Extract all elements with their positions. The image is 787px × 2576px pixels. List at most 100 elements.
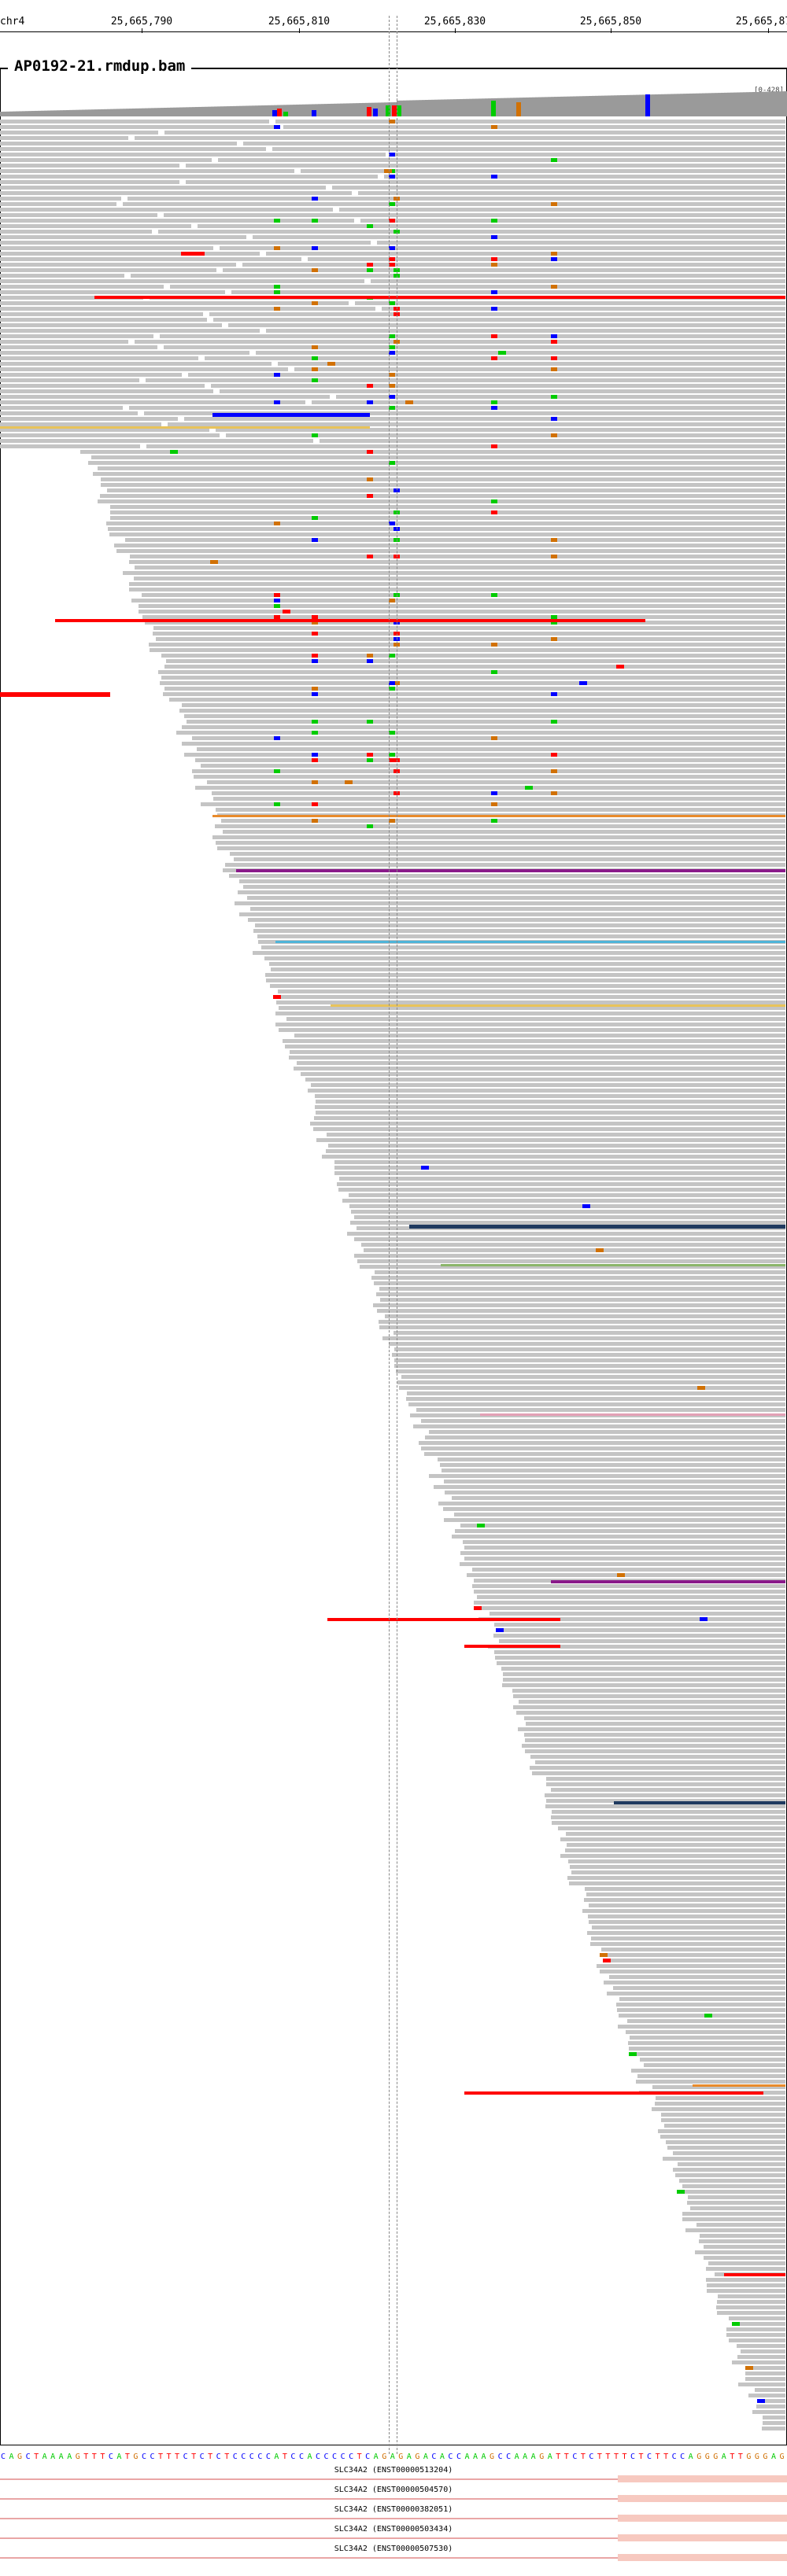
aligned-read[interactable] bbox=[266, 978, 785, 982]
aligned-read[interactable] bbox=[545, 1804, 785, 1808]
aligned-read[interactable] bbox=[0, 131, 158, 135]
aligned-read[interactable] bbox=[0, 378, 139, 382]
aligned-read[interactable] bbox=[419, 1441, 785, 1445]
aligned-read[interactable] bbox=[129, 588, 785, 591]
aligned-read[interactable] bbox=[0, 219, 354, 223]
aligned-read[interactable] bbox=[339, 208, 785, 212]
aligned-read[interactable] bbox=[161, 676, 785, 680]
aligned-read[interactable] bbox=[301, 169, 785, 173]
aligned-read[interactable] bbox=[708, 2261, 785, 2265]
aligned-read[interactable] bbox=[320, 439, 785, 443]
aligned-read[interactable] bbox=[389, 1342, 785, 1346]
aligned-read[interactable] bbox=[0, 186, 326, 190]
aligned-read[interactable] bbox=[421, 1419, 785, 1423]
aligned-read[interactable] bbox=[279, 1006, 785, 1010]
aligned-read[interactable] bbox=[168, 422, 785, 426]
aligned-read[interactable] bbox=[567, 1843, 785, 1847]
aligned-read[interactable] bbox=[0, 175, 378, 179]
aligned-read[interactable] bbox=[0, 169, 294, 173]
aligned-read[interactable] bbox=[315, 1094, 785, 1098]
aligned-read[interactable] bbox=[425, 1435, 785, 1439]
aligned-read[interactable] bbox=[673, 2151, 785, 2155]
aligned-read[interactable] bbox=[285, 1045, 785, 1048]
aligned-read[interactable] bbox=[546, 1799, 785, 1803]
aligned-read[interactable] bbox=[312, 400, 785, 404]
aligned-read[interactable] bbox=[123, 571, 785, 575]
aligned-read[interactable] bbox=[101, 477, 785, 481]
aligned-read[interactable] bbox=[129, 560, 785, 564]
aligned-read[interactable] bbox=[717, 2300, 785, 2304]
aligned-read[interactable] bbox=[652, 2085, 785, 2089]
aligned-read[interactable] bbox=[0, 395, 330, 399]
aligned-read[interactable] bbox=[131, 274, 785, 278]
aligned-read[interactable] bbox=[220, 389, 785, 393]
aligned-read[interactable] bbox=[609, 1975, 785, 1979]
aligned-read[interactable] bbox=[688, 2195, 785, 2199]
aligned-read[interactable] bbox=[763, 2421, 785, 2425]
aligned-read[interactable] bbox=[364, 1248, 785, 1252]
aligned-read[interactable] bbox=[0, 433, 220, 437]
aligned-read[interactable] bbox=[305, 1078, 785, 1082]
aligned-read[interactable] bbox=[195, 786, 785, 790]
aligned-read[interactable] bbox=[135, 136, 785, 140]
aligned-read[interactable] bbox=[452, 1535, 785, 1539]
aligned-read[interactable] bbox=[560, 1854, 785, 1858]
aligned-read[interactable] bbox=[253, 929, 785, 933]
aligned-read[interactable] bbox=[0, 252, 260, 256]
aligned-read[interactable] bbox=[243, 142, 785, 146]
aligned-read[interactable] bbox=[278, 989, 785, 993]
aligned-read[interactable] bbox=[429, 1474, 785, 1478]
aligned-read[interactable] bbox=[239, 879, 785, 883]
transcript-track[interactable]: SLC34A2 (ENST00000503434) bbox=[0, 2525, 787, 2544]
aligned-read[interactable] bbox=[207, 780, 785, 784]
aligned-read[interactable] bbox=[682, 2184, 785, 2188]
aligned-read[interactable] bbox=[717, 2311, 785, 2315]
aligned-read[interactable] bbox=[0, 290, 225, 294]
aligned-read[interactable] bbox=[699, 2239, 785, 2243]
aligned-read[interactable] bbox=[685, 2228, 785, 2232]
aligned-read[interactable] bbox=[763, 2416, 785, 2419]
aligned-read[interactable] bbox=[0, 197, 121, 201]
aligned-read[interactable] bbox=[474, 1601, 785, 1605]
aligned-read[interactable] bbox=[294, 1034, 785, 1037]
aligned-read[interactable] bbox=[0, 180, 179, 184]
aligned-read[interactable] bbox=[326, 1149, 785, 1153]
aligned-read[interactable] bbox=[163, 692, 785, 696]
aligned-read[interactable] bbox=[354, 1237, 785, 1241]
aligned-read[interactable] bbox=[401, 1375, 785, 1379]
aligned-read[interactable] bbox=[153, 632, 785, 636]
aligned-read[interactable] bbox=[334, 1166, 785, 1170]
aligned-read[interactable] bbox=[253, 951, 785, 955]
aligned-read[interactable] bbox=[673, 2168, 785, 2172]
aligned-read[interactable] bbox=[145, 621, 785, 625]
aligned-read[interactable] bbox=[272, 147, 785, 151]
aligned-read[interactable] bbox=[188, 373, 785, 377]
aligned-read[interactable] bbox=[110, 516, 785, 520]
aligned-read[interactable] bbox=[516, 1711, 785, 1715]
aligned-read[interactable] bbox=[161, 654, 785, 658]
aligned-read[interactable] bbox=[170, 285, 785, 289]
aligned-read[interactable] bbox=[396, 1369, 785, 1373]
aligned-read[interactable] bbox=[652, 2107, 785, 2111]
aligned-read[interactable] bbox=[0, 246, 213, 250]
aligned-read[interactable] bbox=[444, 1518, 785, 1522]
aligned-read[interactable] bbox=[220, 246, 785, 250]
aligned-read[interactable] bbox=[0, 384, 205, 388]
aligned-read[interactable] bbox=[164, 213, 785, 217]
aligned-read[interactable] bbox=[235, 901, 785, 905]
aligned-read[interactable] bbox=[586, 1892, 785, 1896]
aligned-read[interactable] bbox=[726, 2327, 785, 2331]
aligned-read[interactable] bbox=[587, 1931, 785, 1935]
aligned-read[interactable] bbox=[322, 1155, 785, 1159]
aligned-read[interactable] bbox=[129, 582, 785, 586]
aligned-read[interactable] bbox=[589, 1920, 785, 1924]
aligned-read[interactable] bbox=[584, 1898, 785, 1902]
aligned-read[interactable] bbox=[628, 2041, 785, 2045]
aligned-read[interactable] bbox=[666, 2140, 785, 2144]
aligned-read[interactable] bbox=[503, 1678, 785, 1682]
aligned-read[interactable] bbox=[0, 329, 260, 333]
aligned-read[interactable] bbox=[379, 1325, 785, 1329]
aligned-read[interactable] bbox=[474, 1590, 785, 1594]
aligned-read[interactable] bbox=[438, 1458, 785, 1461]
aligned-read[interactable] bbox=[0, 406, 123, 410]
